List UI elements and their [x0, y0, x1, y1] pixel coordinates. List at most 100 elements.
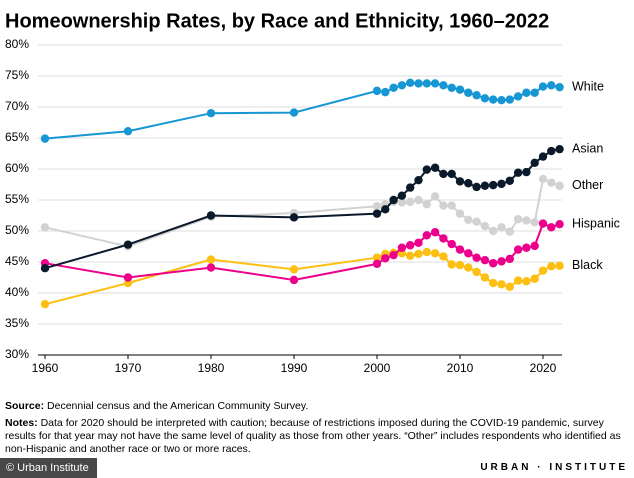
- series-point: [522, 88, 531, 97]
- series-point: [406, 241, 415, 250]
- x-tick-label: 2010: [447, 361, 474, 375]
- series-point: [530, 88, 539, 97]
- series-point: [472, 217, 481, 226]
- series-point: [455, 260, 465, 270]
- y-tick-label: 30%: [5, 347, 29, 361]
- series-point: [381, 254, 390, 263]
- series-point: [513, 168, 523, 177]
- series-point: [414, 195, 423, 205]
- series-point: [464, 215, 473, 225]
- series-point: [206, 255, 216, 264]
- y-tick-label: 60%: [5, 161, 29, 175]
- series-point: [480, 273, 490, 282]
- series-point: [422, 79, 431, 88]
- series-point: [513, 276, 523, 285]
- series-point: [547, 262, 556, 271]
- notes: Notes: Data for 2020 should be interpret…: [5, 417, 629, 456]
- series-point: [381, 205, 390, 214]
- chart-title: Homeownership Rates, by Race and Ethnici…: [5, 10, 549, 32]
- series-point: [522, 216, 531, 225]
- series-point: [289, 275, 299, 285]
- series-point: [123, 273, 133, 282]
- series-point: [489, 259, 498, 268]
- series-line: [44, 222, 560, 282]
- y-tick-label: 50%: [5, 223, 29, 237]
- series-point: [414, 79, 423, 88]
- series-point: [513, 245, 523, 254]
- series-point: [522, 243, 531, 252]
- series-point: [489, 278, 498, 288]
- series-point: [522, 277, 531, 286]
- series-point: [464, 88, 473, 97]
- series-point: [505, 282, 514, 291]
- series-point: [439, 234, 448, 243]
- series-point: [447, 169, 456, 179]
- series-point: [489, 180, 498, 190]
- series-point: [497, 179, 506, 189]
- copyright: © Urban Institute: [0, 458, 97, 478]
- series-point: [206, 263, 216, 272]
- x-tick-label: 1970: [115, 361, 142, 375]
- series-point: [414, 249, 423, 259]
- series-point: [447, 201, 456, 210]
- series-point: [372, 86, 382, 96]
- y-tick-label: 40%: [5, 285, 29, 299]
- series-point: [480, 255, 490, 265]
- series-point: [40, 134, 50, 143]
- y-tick-label: 65%: [5, 130, 29, 144]
- footer: © Urban Institute URBAN · INSTITUTE: [0, 458, 634, 478]
- series-point: [289, 265, 299, 274]
- series-point: [372, 253, 382, 262]
- series-point: [389, 195, 398, 205]
- series-point: [513, 215, 523, 224]
- series-point: [538, 82, 548, 91]
- series-point: [505, 227, 514, 236]
- series-point: [497, 257, 506, 266]
- series-point: [414, 175, 423, 185]
- y-tick-label: 80%: [5, 37, 29, 51]
- series-point: [547, 178, 556, 187]
- chart: Homeownership Rates, by Race and Ethnici…: [5, 10, 620, 375]
- series-point: [455, 85, 465, 94]
- series-point: [530, 274, 539, 283]
- series-point: [555, 261, 564, 270]
- series-point: [464, 179, 473, 188]
- series-point: [397, 81, 407, 90]
- series-point: [389, 250, 398, 260]
- series-point: [547, 81, 556, 90]
- series-point: [480, 181, 490, 190]
- series-point: [547, 146, 556, 156]
- series-point: [505, 176, 514, 185]
- series-point: [40, 223, 50, 232]
- series-point: [555, 181, 564, 190]
- series-point: [447, 83, 456, 92]
- source: Source: Decennial census and the America…: [5, 400, 629, 413]
- notes-text: Data for 2020 should be interpreted with…: [5, 417, 621, 455]
- series-point: [40, 299, 50, 309]
- x-tick-label: 2000: [364, 361, 391, 375]
- series-label: White: [572, 79, 604, 93]
- series-point: [455, 177, 465, 186]
- x-tick-label: 2020: [530, 361, 557, 375]
- series-point: [289, 108, 299, 117]
- series-point: [530, 241, 539, 251]
- series-point: [538, 219, 548, 228]
- series-point: [505, 254, 514, 264]
- series-point: [530, 218, 539, 227]
- series-point: [489, 226, 498, 236]
- notes-label: Notes:: [5, 417, 38, 429]
- series-point: [406, 251, 415, 260]
- x-tick-label: 1990: [281, 361, 308, 375]
- series-label: Asian: [572, 141, 603, 155]
- series-point: [538, 266, 548, 275]
- series-point: [123, 240, 133, 249]
- series-point: [455, 209, 465, 218]
- series-point: [472, 267, 481, 277]
- series-point: [464, 263, 473, 272]
- series-point: [40, 264, 50, 273]
- x-tick-label: 1980: [198, 361, 225, 375]
- series-point: [538, 152, 548, 161]
- series-point: [430, 228, 440, 237]
- y-tick-label: 55%: [5, 192, 29, 206]
